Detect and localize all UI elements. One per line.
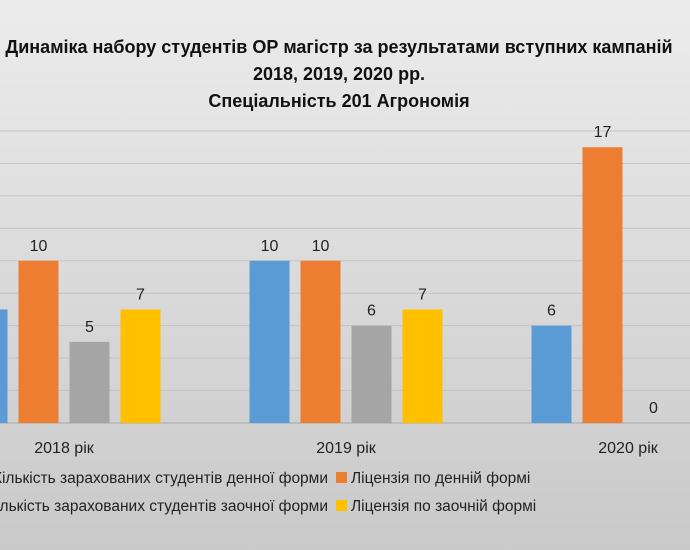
category-label: 2020 рік xyxy=(598,440,658,457)
bar xyxy=(69,341,110,423)
data-label: 6 xyxy=(547,303,556,320)
bar xyxy=(0,309,8,423)
bars: 710571010676170 xyxy=(0,124,658,423)
chart-title-line-1: Динаміка набору студентів ОР магістр за … xyxy=(5,37,672,57)
bar xyxy=(120,309,161,423)
data-label: 0 xyxy=(649,400,658,417)
legend-swatch xyxy=(336,500,347,511)
bar xyxy=(402,309,443,423)
category-labels: 2018 рік 2019 рік 2020 рік xyxy=(34,440,658,457)
bar xyxy=(582,147,623,423)
data-label: 17 xyxy=(594,124,612,141)
bar xyxy=(249,260,290,423)
bar xyxy=(18,260,59,423)
legend-item: Ліцензія по заочній формі xyxy=(336,498,536,515)
chart-title-line-2: 2018, 2019, 2020 рр. xyxy=(253,64,425,84)
data-label: 7 xyxy=(418,286,427,303)
data-label: 10 xyxy=(261,238,279,255)
legend-label: Ліцензія по денній формі xyxy=(351,470,530,487)
bar xyxy=(351,325,392,423)
data-label: 10 xyxy=(312,238,330,255)
chart-title-line-3: Спеціальність 201 Агрономія xyxy=(208,91,469,111)
legend-item: Ліцензія по денній формі xyxy=(336,470,530,487)
data-label: 10 xyxy=(30,238,48,255)
legend-swatch xyxy=(336,472,347,483)
bar xyxy=(300,260,341,423)
data-label: 6 xyxy=(367,303,376,320)
legend-label: Кількість зарахованих студентів заочної … xyxy=(0,498,328,515)
data-label: 5 xyxy=(85,319,94,336)
category-label: 2019 рік xyxy=(316,440,376,457)
gridlines xyxy=(0,130,690,424)
bar xyxy=(531,325,572,423)
legend-item: Кількість зарахованих студентів заочної … xyxy=(0,498,328,515)
category-label: 2018 рік xyxy=(34,440,94,457)
legend-label: Ліцензія по заочній формі xyxy=(351,498,536,515)
legend: Кількість зарахованих студентів денної ф… xyxy=(0,470,536,515)
legend-label: Кількість зарахованих студентів денної ф… xyxy=(0,470,328,487)
legend-item: Кількість зарахованих студентів денної ф… xyxy=(0,470,328,487)
data-label: 7 xyxy=(136,286,145,303)
